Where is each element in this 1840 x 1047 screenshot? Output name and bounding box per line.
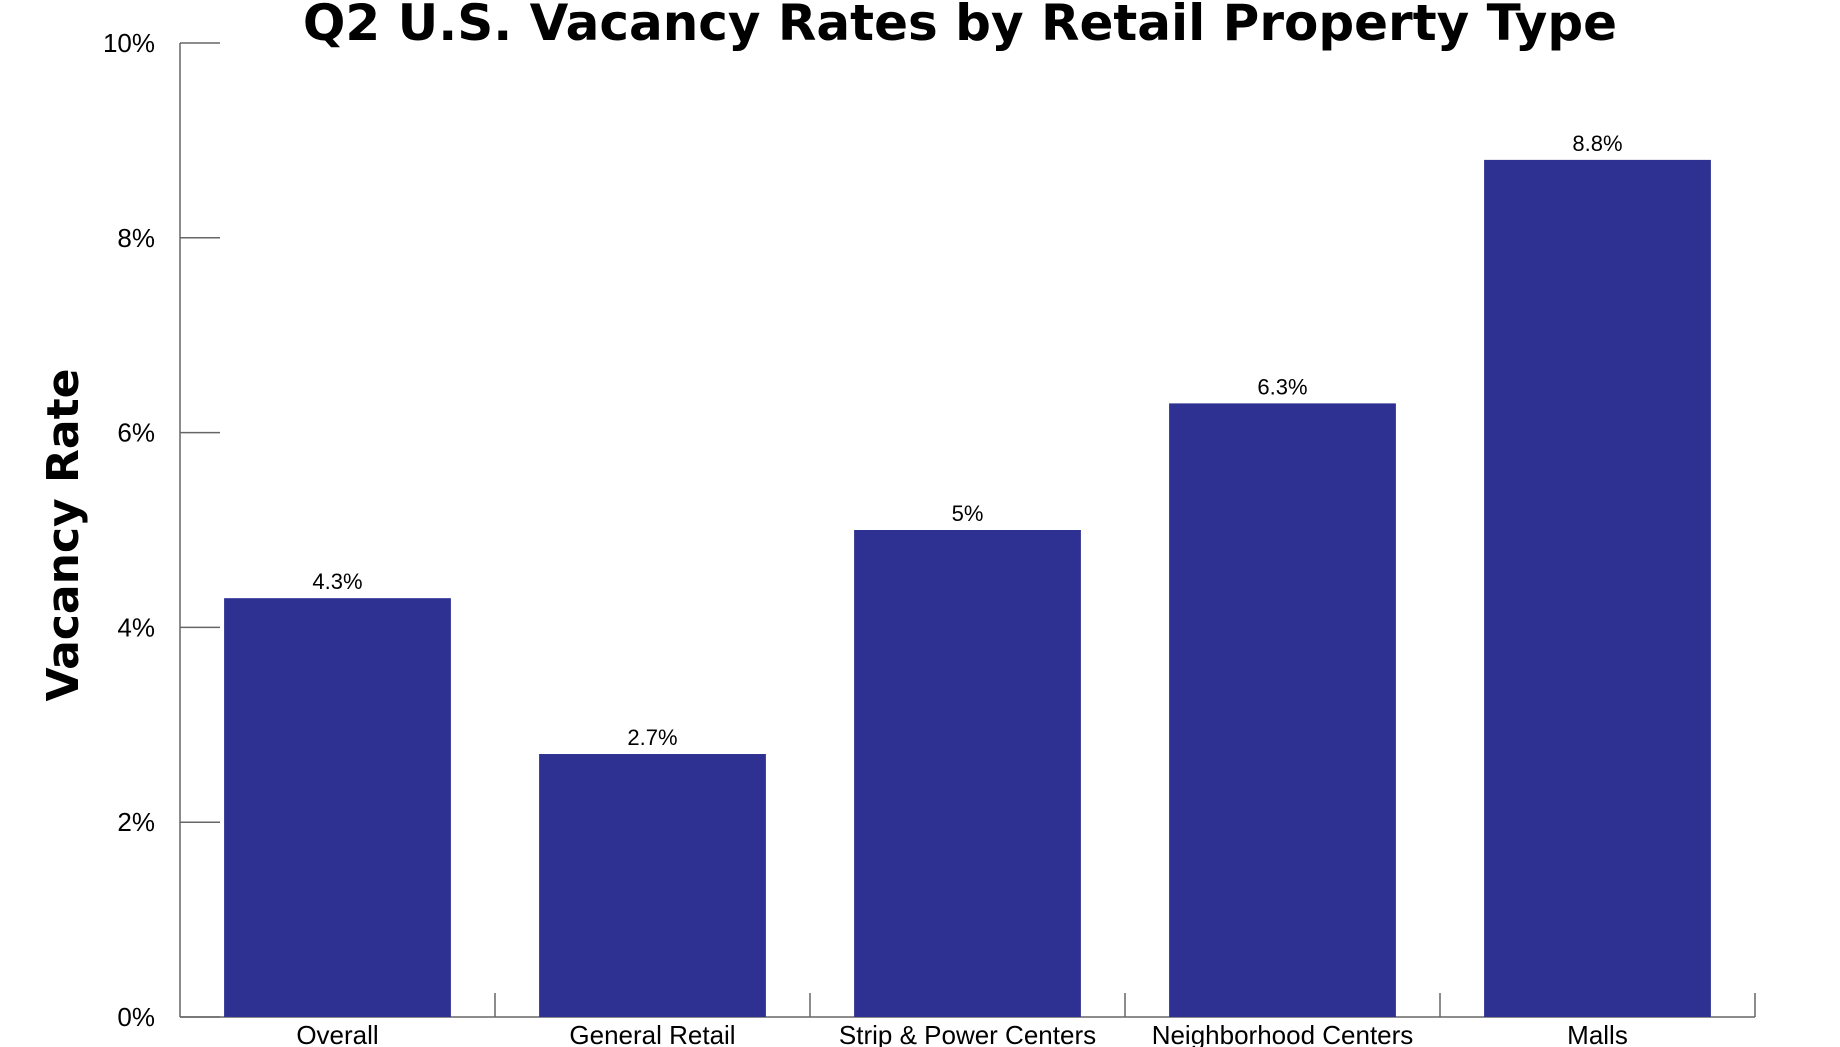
y-tick-label: 10% (103, 28, 155, 58)
bar (1484, 159, 1711, 1017)
y-tick-label: 0% (117, 1002, 155, 1032)
bar (1169, 403, 1396, 1017)
x-category-label: Neighborhood Centers (1152, 1020, 1414, 1047)
x-category-label: Strip & Power Centers (839, 1020, 1096, 1047)
y-tick-label: 2% (117, 807, 155, 837)
chart-title: Q2 U.S. Vacancy Rates by Retail Property… (303, 0, 1617, 52)
y-tick-label: 4% (117, 612, 155, 642)
bar-value-label: 8.8% (1572, 131, 1622, 156)
x-category-label: Malls (1567, 1020, 1628, 1047)
labels: 4.3% Overall 2.7% General Retail 5% Strip & P… (296, 131, 1628, 1047)
y-tick-label: 6% (117, 418, 155, 448)
x-category-label: General Retail (569, 1020, 735, 1047)
bar-value-label: 5% (952, 501, 984, 526)
x-category-label: Overall (296, 1020, 378, 1047)
bar-value-label: 4.3% (312, 569, 362, 594)
bar (854, 530, 1081, 1017)
y-axis-label: Vacancy Rate (38, 369, 89, 702)
bar-value-label: 2.7% (627, 725, 677, 750)
bars (224, 159, 1711, 1017)
bar-value-label: 6.3% (1257, 374, 1307, 399)
y-tick-label: 8% (117, 223, 155, 253)
bar (224, 598, 451, 1017)
bar (539, 754, 766, 1017)
